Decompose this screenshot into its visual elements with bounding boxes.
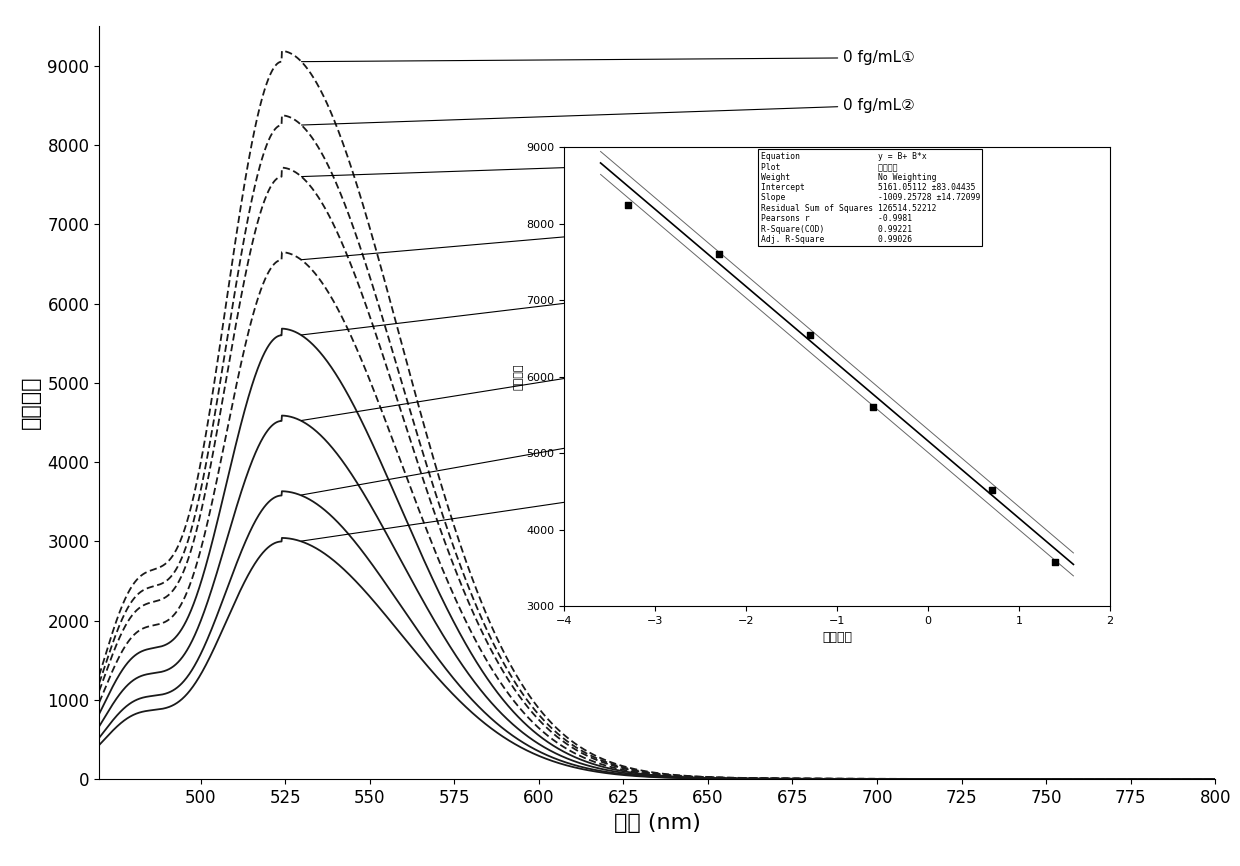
X-axis label: 波长 (nm): 波长 (nm)	[614, 812, 701, 833]
Text: 250 pg/mL: 250 pg/mL	[301, 320, 925, 421]
Point	[709, 248, 729, 262]
Text: 5 pg/mL: 5 pg/mL	[301, 203, 905, 260]
Y-axis label: 荧光强度: 荧光强度	[20, 376, 41, 430]
Text: 0 fg/mL①: 0 fg/mL①	[301, 50, 915, 65]
Point	[618, 197, 637, 211]
X-axis label: 浓度对数: 浓度对数	[822, 631, 852, 644]
Text: 25 ng/mL: 25 ng/mL	[301, 449, 915, 541]
Text: 500 fg/mL: 500 fg/mL	[301, 149, 920, 177]
Y-axis label: 荧光强度: 荧光强度	[513, 364, 523, 390]
Text: 5 ng/mL: 5 ng/mL	[301, 385, 905, 495]
Text: 0 fg/mL②: 0 fg/mL②	[301, 98, 915, 125]
Point	[982, 483, 1002, 497]
Point	[800, 327, 820, 341]
Text: Equation                y = B+ B*x
Plot                    权重拟合
Weight          : Equation y = B+ B*x Plot 权重拟合 Weight	[760, 152, 980, 244]
Point	[863, 400, 883, 414]
Point	[1045, 555, 1065, 569]
Text: 50 pg/mL: 50 pg/mL	[301, 258, 915, 335]
